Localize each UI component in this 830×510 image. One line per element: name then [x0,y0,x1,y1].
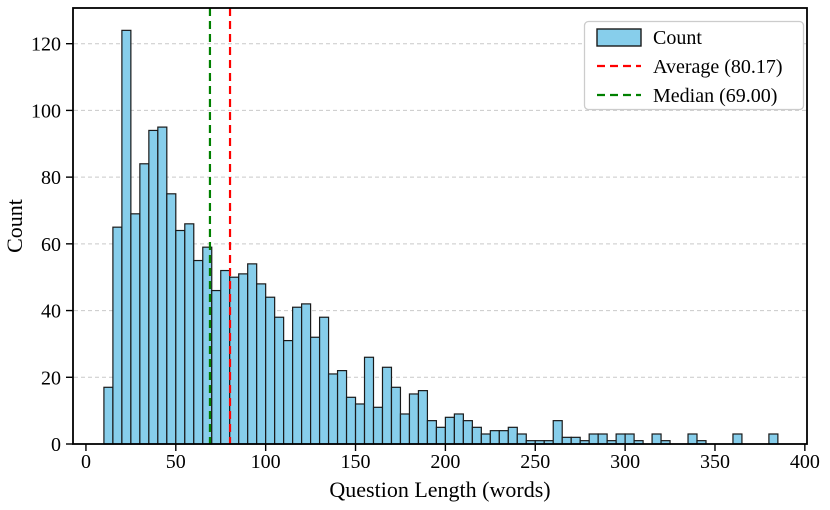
histogram-bar [184,223,195,445]
x-tick-label: 100 [251,451,281,473]
histogram-bar [507,426,518,445]
histogram-bar [498,430,509,445]
histogram-bar [130,213,141,445]
x-axis-title: Question Length (words) [329,477,550,502]
histogram-bar [157,126,168,445]
y-tick-label: 20 [41,367,61,389]
histogram-bar [256,283,267,445]
legend-label-average: Average (80.17) [653,56,783,78]
histogram-bar [426,420,438,445]
histogram-bar [211,289,222,445]
histogram-bar [318,316,330,445]
x-tick-label: 150 [341,451,371,473]
histogram-bar [687,433,698,445]
histogram-bar [390,386,402,445]
y-tick-label: 120 [31,34,61,56]
histogram-bar [516,433,527,445]
histogram-bar [570,436,581,445]
histogram-bar [175,229,186,445]
histogram-bar [462,420,473,445]
plot-area: 0 50 100 150 200 250 300 350 400 0 20 40 60 80 100 120 [31,7,820,473]
histogram-bar [435,426,446,445]
x-tick-label: 200 [430,451,460,473]
legend-label-median: Median (69.00) [653,85,777,107]
histogram-bar [588,433,599,445]
histogram-bar [112,226,123,445]
histogram-bar [193,259,204,445]
y-tick-label: 80 [41,167,61,189]
histogram-bar [417,390,429,445]
histogram-bar [148,129,159,445]
histogram-bar [624,433,635,445]
histogram-bar [354,403,366,445]
histogram-bar [597,433,608,445]
histogram-bar [283,339,294,445]
histogram-bar [552,420,563,445]
histogram-bar [103,386,114,445]
histogram-bar [381,366,393,445]
histogram-bar [121,29,132,445]
x-tick-label: 50 [166,451,186,473]
histogram-bar [561,436,572,445]
legend-count-swatch [596,28,642,47]
histogram-bar [399,413,411,445]
y-tick-label: 100 [31,100,61,122]
x-tick-label: 400 [790,451,820,473]
histogram-bar [363,356,375,445]
y-tick-label: 0 [51,434,61,456]
histogram-bar [220,269,231,445]
histogram-bar [336,370,348,445]
histogram-bar [480,433,491,445]
histogram-bar [247,263,258,445]
histogram-bar [444,416,455,445]
plot-border [72,7,808,445]
y-tick-label: 40 [41,301,61,323]
y-axis-title: Count [2,199,27,253]
legend-label-count: Count [653,27,702,49]
histogram-bar [274,316,285,445]
histogram-bar [651,433,662,445]
x-tick-label: 250 [520,451,550,473]
legend: Count Average (80.17) Median (69.00) [583,20,805,111]
histogram-bar [768,433,779,445]
histogram-bar [166,193,177,445]
histogram-bar [408,393,420,445]
histogram-bar [471,426,482,445]
histogram-bar [732,433,743,445]
histogram-bar [372,406,384,445]
histogram-bar [139,163,150,445]
x-tick-label: 0 [81,451,91,473]
histogram-bar [453,413,464,445]
histogram-bar [265,296,276,445]
histogram-bar [345,396,357,445]
histogram-bar [489,430,500,445]
histogram-bar [238,273,249,445]
x-tick-label: 300 [610,451,640,473]
y-tick-label: 60 [41,234,61,256]
histogram-bar [615,433,626,445]
histogram-bar [309,336,321,445]
histogram-bar [327,373,339,445]
histogram-bar [301,303,312,445]
x-tick-label: 350 [700,451,730,473]
histogram-bar [292,306,303,445]
